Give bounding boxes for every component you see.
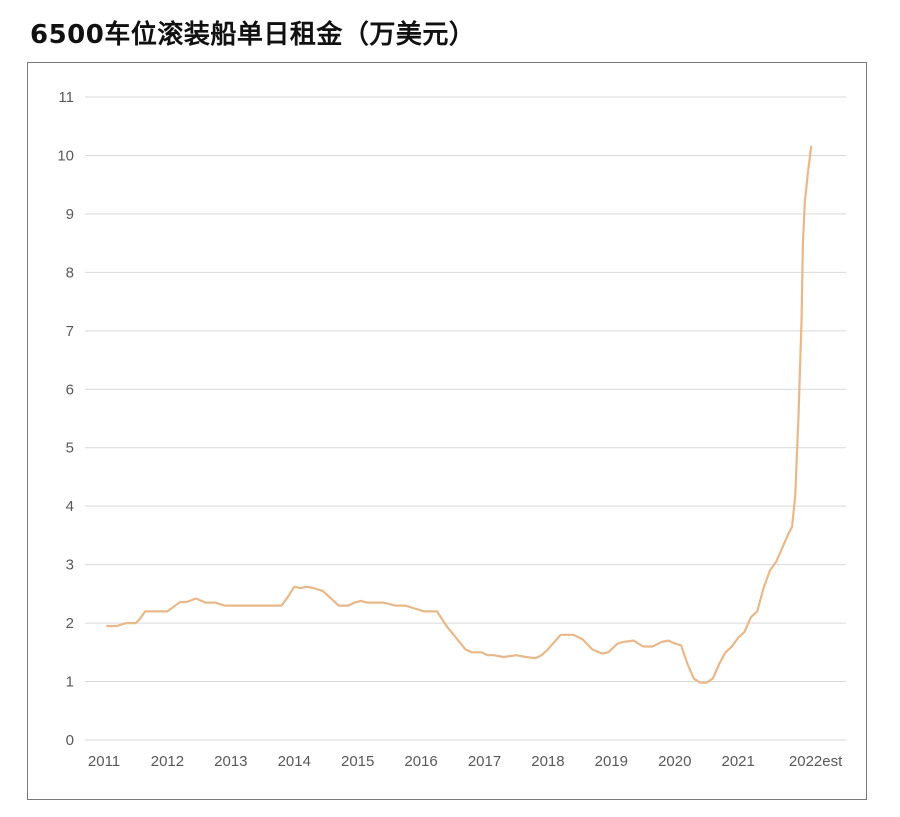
y-tick-label: 8 xyxy=(66,264,74,281)
x-axis-tick-labels: 2011 2012 2013 2014 2015 2016 2017 2018 2019 2020… xyxy=(88,753,843,770)
x-tick-label: 2017 xyxy=(468,753,501,770)
x-tick-label: 2019 xyxy=(595,753,628,770)
x-tick-label: 2021 xyxy=(722,753,755,770)
series-line xyxy=(106,145,813,684)
x-tick-label: 2012 xyxy=(151,753,184,770)
x-tick-label: 2014 xyxy=(278,753,311,770)
x-tick-label: 2015 xyxy=(341,753,374,770)
y-tick-label: 0 xyxy=(66,732,74,749)
y-tick-label: 4 xyxy=(66,498,74,515)
y-tick-label: 9 xyxy=(66,206,74,223)
chart-frame: 0 1 2 3 4 5 6 7 8 9 10 11 2011 2012 2013 2014 2015 2016 2… xyxy=(27,62,867,800)
page-title: 6500车位滚装船单日租金（万美元） xyxy=(30,20,476,50)
y-tick-label: 2 xyxy=(66,615,74,632)
chart-gridlines xyxy=(85,96,846,741)
x-tick-label: 2013 xyxy=(214,753,247,770)
x-tick-label: 2011 xyxy=(88,753,120,770)
y-tick-label: 6 xyxy=(66,381,74,398)
y-tick-label: 7 xyxy=(66,323,74,340)
y-tick-label: 11 xyxy=(58,89,74,106)
x-tick-label: 2022est xyxy=(789,753,843,770)
y-tick-label: 10 xyxy=(57,147,74,164)
y-tick-label: 1 xyxy=(66,674,74,691)
y-axis-tick-labels: 0 1 2 3 4 5 6 7 8 9 10 11 xyxy=(57,89,74,749)
x-tick-label: 2018 xyxy=(531,753,564,770)
x-tick-label: 2020 xyxy=(658,753,691,770)
y-tick-label: 5 xyxy=(66,440,74,457)
chart-series xyxy=(106,145,813,684)
y-tick-label: 3 xyxy=(66,557,74,574)
x-tick-label: 2016 xyxy=(404,753,437,770)
